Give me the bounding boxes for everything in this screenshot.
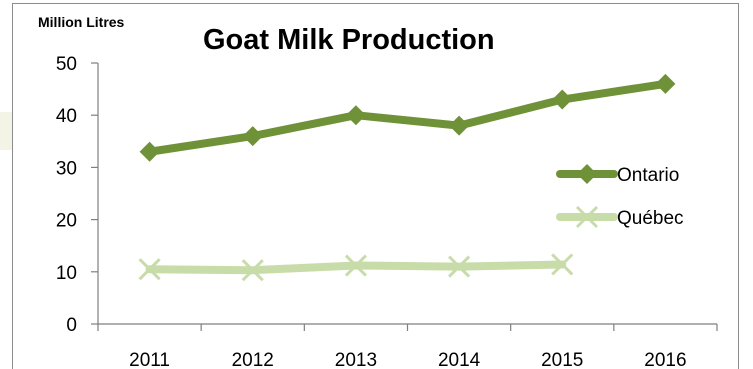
data-point xyxy=(138,258,161,281)
y-tick-label: 20 xyxy=(56,211,77,232)
chart-title: Goat Milk Production xyxy=(203,24,495,56)
x-tick-label: 2016 xyxy=(644,350,686,369)
x-tick-label: 2015 xyxy=(541,350,583,369)
data-point xyxy=(449,115,470,136)
y-tick-label: 40 xyxy=(56,106,77,127)
y-tick-label: 10 xyxy=(56,263,77,284)
data-point xyxy=(242,126,263,147)
y-tick-label: 0 xyxy=(66,315,77,336)
data-point xyxy=(344,254,367,277)
data-point xyxy=(552,89,573,110)
x-tick-label: 2012 xyxy=(232,350,274,369)
y-axis-label: Million Litres xyxy=(38,14,125,30)
chart-frame xyxy=(12,3,739,369)
legend-label: Québec xyxy=(617,208,684,229)
legend-label: Ontario xyxy=(617,165,679,186)
data-point xyxy=(139,141,160,162)
x-tick-label: 2014 xyxy=(438,350,481,369)
x-tick-label: 2011 xyxy=(129,350,170,369)
series-line xyxy=(145,79,670,156)
x-tick-label: 2013 xyxy=(335,350,377,369)
data-point xyxy=(655,73,676,94)
data-point xyxy=(345,105,366,126)
data-point xyxy=(575,205,599,229)
y-tick-label: 50 xyxy=(56,54,77,75)
side-tab xyxy=(0,112,12,150)
data-point xyxy=(241,259,264,282)
data-point xyxy=(577,164,597,184)
data-point xyxy=(551,253,574,276)
y-tick-label: 30 xyxy=(56,158,77,179)
data-point xyxy=(448,255,471,278)
